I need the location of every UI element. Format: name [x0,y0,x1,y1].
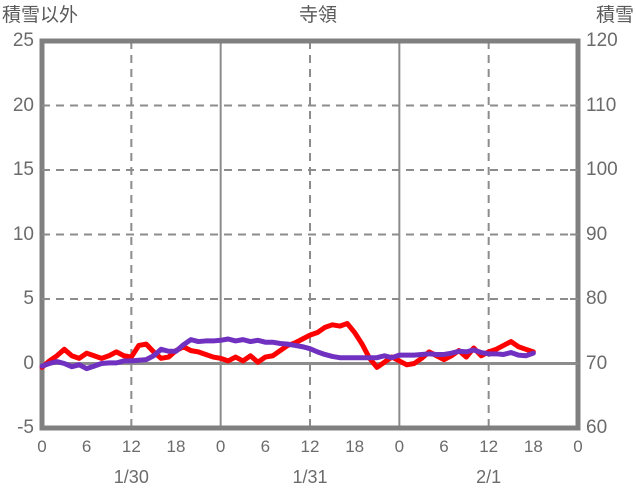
x-tick-label: 0 [573,437,583,456]
chart-title: 寺領 [298,5,337,26]
right-y-tick-label: 110 [586,94,617,116]
gridlines [42,41,578,428]
series-line-snow-depth [39,336,536,372]
x-tick-label: 18 [166,437,186,456]
x-tick-label: 12 [121,437,141,456]
x-tick-label: 18 [345,437,365,456]
x-tick-label: 0 [37,437,47,456]
x-tick-label: 12 [300,437,320,456]
left-y-tick-label: 0 [23,352,34,374]
right-y-tick-label: 100 [586,159,618,180]
right-y-tick-label: 70 [586,352,608,374]
right-y-tick-label: 80 [586,288,608,309]
day-label: 2/1 [476,467,502,487]
x-tick-label: 6 [81,437,92,456]
left-axis-title: 積雪以外 [2,5,79,26]
left-y-tick-label: 20 [12,94,34,116]
x-tick-label: 6 [439,437,449,456]
left-y-tick-label: -5 [17,417,34,438]
left-y-tick-label: 10 [12,223,34,245]
x-tick-label: 0 [394,437,405,456]
x-tick-label: 18 [523,437,543,456]
left-y-tick-label: 5 [23,288,34,309]
x-tick-label: 12 [479,437,499,456]
day-label: 1/30 [113,467,149,487]
x-tick-label: 0 [215,437,226,456]
day-label: 1/31 [292,467,328,487]
right-y-tick-label: 120 [586,30,618,51]
left-y-tick-label: 25 [12,30,34,51]
data-series [39,321,536,372]
left-y-tick-label: 15 [12,159,34,180]
right-y-tick-label: 60 [586,417,608,438]
right-axis-title: 積雪 [595,5,634,26]
right-y-tick-label: 90 [586,223,608,245]
x-tick-label: 6 [260,437,271,456]
